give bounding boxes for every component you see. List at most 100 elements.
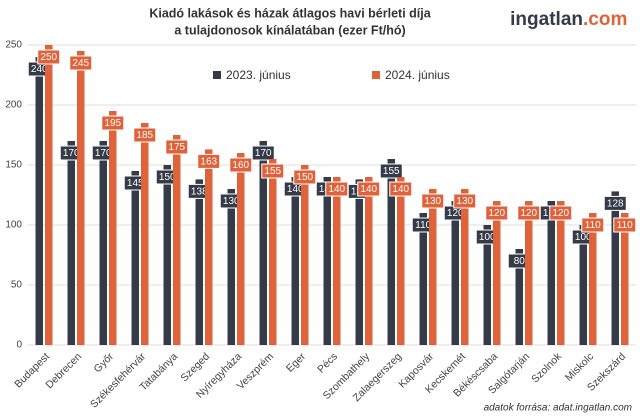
bar xyxy=(451,201,459,345)
value-label: 80 xyxy=(514,256,526,267)
bar xyxy=(579,225,587,345)
logo: ingatlan xyxy=(510,9,583,30)
bar xyxy=(269,159,277,345)
y-tick-label: 250 xyxy=(5,40,22,51)
value-label: 170 xyxy=(63,148,80,159)
source-note: adatok forrása: adat.ingatlan.com xyxy=(484,403,632,414)
bar xyxy=(589,213,597,345)
x-tick-label: Győr xyxy=(92,350,117,375)
bar xyxy=(301,165,309,345)
bar xyxy=(291,177,299,345)
value-label: 100 xyxy=(575,232,592,243)
value-label: 170 xyxy=(95,148,112,159)
bar xyxy=(173,135,181,345)
bar xyxy=(259,141,267,345)
value-label-box xyxy=(261,163,285,179)
y-tick-label: 200 xyxy=(5,100,22,111)
value-label: 110 xyxy=(585,220,601,231)
value-label: 245 xyxy=(72,58,89,69)
y-tick-label: 100 xyxy=(5,220,22,231)
x-tick-label: Székesfehérvár xyxy=(88,350,148,410)
value-label-box xyxy=(101,115,125,131)
bar xyxy=(237,153,245,345)
value-label-box xyxy=(549,205,573,221)
bar xyxy=(621,213,629,345)
value-label-box xyxy=(37,49,61,65)
value-label: 100 xyxy=(479,232,496,243)
bar xyxy=(557,201,565,345)
value-label-box xyxy=(389,181,413,197)
chart-title: Kiadó lakások és házak átlagos havi bérl… xyxy=(149,6,431,20)
value-label-box xyxy=(379,163,403,179)
value-label: 160 xyxy=(232,160,249,171)
bar xyxy=(163,165,171,345)
bar xyxy=(323,177,331,345)
value-label: 195 xyxy=(104,118,121,129)
value-label: 150 xyxy=(159,172,176,183)
bar xyxy=(429,189,437,345)
bar xyxy=(205,149,213,345)
value-label: 140 xyxy=(392,184,409,195)
value-label: 130 xyxy=(456,196,473,207)
bar xyxy=(45,45,53,345)
value-label-box xyxy=(293,169,317,185)
logo-suffix: .com xyxy=(583,9,627,30)
value-label: 185 xyxy=(136,130,153,141)
value-label: 138 xyxy=(191,187,208,198)
value-label-box xyxy=(197,153,221,169)
value-label-box xyxy=(357,181,381,197)
legend-swatch xyxy=(213,71,221,79)
legend-swatch xyxy=(372,71,380,79)
bar xyxy=(35,57,43,345)
value-label-box xyxy=(613,217,637,233)
bar xyxy=(493,201,501,345)
y-tick-label: 0 xyxy=(16,340,22,351)
value-label: 120 xyxy=(520,208,537,219)
value-label: 163 xyxy=(200,157,217,168)
bar xyxy=(525,201,533,345)
value-label: 130 xyxy=(223,196,240,207)
bar xyxy=(141,123,149,345)
bar xyxy=(99,141,107,345)
value-label-box xyxy=(69,55,93,71)
bar xyxy=(515,249,523,345)
bar xyxy=(611,191,619,345)
value-label: 145 xyxy=(127,178,144,189)
bar xyxy=(195,179,203,345)
value-label: 155 xyxy=(383,166,400,177)
chart-title: a tulajdonosok kínálatában (ezer Ft/hó) xyxy=(174,23,405,37)
bar xyxy=(67,141,75,345)
value-label: 175 xyxy=(168,142,185,153)
bar xyxy=(483,225,491,345)
bar xyxy=(355,179,363,345)
bar xyxy=(397,177,405,345)
x-tick-label: Pécs xyxy=(315,351,340,376)
bar xyxy=(365,177,373,345)
y-tick-label: 150 xyxy=(5,160,22,171)
value-label: 140 xyxy=(328,184,345,195)
bar xyxy=(131,171,139,345)
value-label: 120 xyxy=(488,208,505,219)
value-label: 120 xyxy=(552,208,569,219)
value-label: 240 xyxy=(31,64,48,75)
bar xyxy=(419,213,427,345)
value-label: 250 xyxy=(40,52,57,63)
value-label-box xyxy=(421,193,445,209)
bar xyxy=(547,201,555,345)
value-label: 130 xyxy=(424,196,441,207)
value-label-box xyxy=(133,127,157,143)
bar xyxy=(77,51,85,345)
value-label: 128 xyxy=(607,199,624,210)
value-label-box xyxy=(251,145,275,161)
legend-label: 2023. június xyxy=(226,68,291,82)
value-label: 120 xyxy=(447,208,464,219)
value-label: 170 xyxy=(255,148,272,159)
value-label-box xyxy=(603,195,627,211)
bar xyxy=(387,159,395,345)
bar xyxy=(333,177,341,345)
value-label: 110 xyxy=(415,220,431,231)
bar xyxy=(461,189,469,345)
value-label-box xyxy=(165,139,189,155)
value-label-box xyxy=(229,157,253,173)
